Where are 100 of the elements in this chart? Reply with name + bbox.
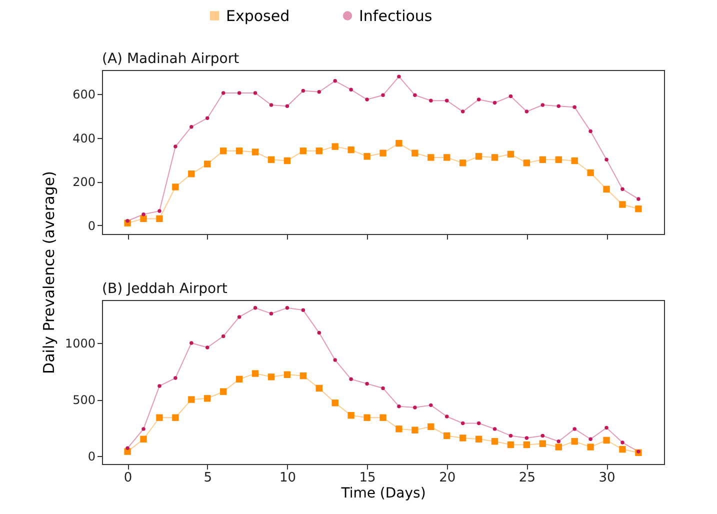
point <box>190 124 194 129</box>
point <box>524 436 529 440</box>
point <box>459 160 466 166</box>
point <box>380 150 386 156</box>
point <box>635 206 642 212</box>
point <box>284 371 291 378</box>
point <box>556 440 560 444</box>
y-axis-title: Daily Prevalence (average) <box>40 171 58 374</box>
point <box>188 170 195 178</box>
point <box>413 406 417 410</box>
point <box>475 153 482 160</box>
x-tick-label: 25 <box>518 470 536 486</box>
chart-title: (A) Madinah Airport <box>102 51 240 67</box>
point <box>284 157 291 164</box>
point <box>444 98 449 102</box>
point <box>333 358 337 362</box>
point <box>317 90 322 94</box>
point <box>555 156 562 164</box>
point <box>444 154 450 161</box>
point <box>301 88 306 93</box>
point <box>381 386 385 390</box>
point <box>236 376 243 383</box>
point <box>444 432 450 440</box>
point <box>459 434 466 442</box>
point <box>540 434 545 438</box>
point <box>300 372 307 380</box>
point <box>397 404 401 408</box>
point <box>174 144 178 148</box>
point <box>523 160 530 166</box>
point <box>380 414 386 421</box>
point <box>332 400 338 406</box>
point <box>348 412 354 419</box>
point <box>156 215 163 222</box>
y-tick-label: 500 <box>72 393 96 408</box>
point <box>220 148 227 154</box>
point <box>300 148 307 154</box>
point <box>188 396 195 403</box>
x-tick-label: 20 <box>439 470 456 486</box>
point <box>572 105 576 110</box>
point <box>508 94 513 98</box>
point <box>142 212 146 216</box>
point <box>332 143 338 150</box>
point <box>587 169 594 176</box>
point <box>140 215 147 222</box>
y-tick-label: 1000 <box>64 336 96 350</box>
y-tick-label: 0 <box>88 450 96 464</box>
point <box>571 157 578 164</box>
y-tick-label: 600 <box>72 88 96 102</box>
point <box>126 446 130 450</box>
point <box>268 156 275 164</box>
point <box>316 148 322 154</box>
point <box>364 153 370 160</box>
point <box>588 437 592 441</box>
point <box>476 98 481 102</box>
x-tick-label: 30 <box>598 470 616 486</box>
point <box>252 148 259 156</box>
point <box>571 438 578 445</box>
point <box>476 421 481 426</box>
point <box>429 98 433 102</box>
point <box>603 436 610 444</box>
x-tick-label: 10 <box>279 470 296 486</box>
point <box>158 384 162 388</box>
point <box>428 423 434 430</box>
point <box>460 421 465 426</box>
point <box>158 209 162 213</box>
point <box>619 446 626 453</box>
x-tick-label: 5 <box>204 470 212 486</box>
point <box>206 116 210 120</box>
point <box>413 93 417 98</box>
point <box>365 382 369 386</box>
point <box>412 150 418 156</box>
point <box>540 103 545 107</box>
point <box>556 104 560 108</box>
point <box>172 184 179 190</box>
y-tick-label: 400 <box>72 131 96 146</box>
point <box>475 436 482 442</box>
point <box>572 427 576 431</box>
point <box>491 154 498 161</box>
point <box>253 91 258 95</box>
point <box>588 129 592 134</box>
point <box>539 156 546 164</box>
point <box>349 88 353 92</box>
point <box>619 201 626 208</box>
point <box>396 426 402 432</box>
point <box>539 440 546 447</box>
point <box>349 377 353 382</box>
point <box>174 376 178 380</box>
point <box>524 110 529 114</box>
point <box>636 197 640 201</box>
x-axis-title: Time (Days) <box>340 486 426 502</box>
chart-title: (B) Jeddah Airport <box>102 281 228 297</box>
point <box>491 438 498 445</box>
point <box>333 79 337 83</box>
point <box>206 346 210 350</box>
point <box>269 312 274 316</box>
point <box>204 395 211 402</box>
point <box>204 160 211 168</box>
point <box>220 388 227 395</box>
point <box>412 426 418 434</box>
x-tick-label: 0 <box>124 470 132 486</box>
